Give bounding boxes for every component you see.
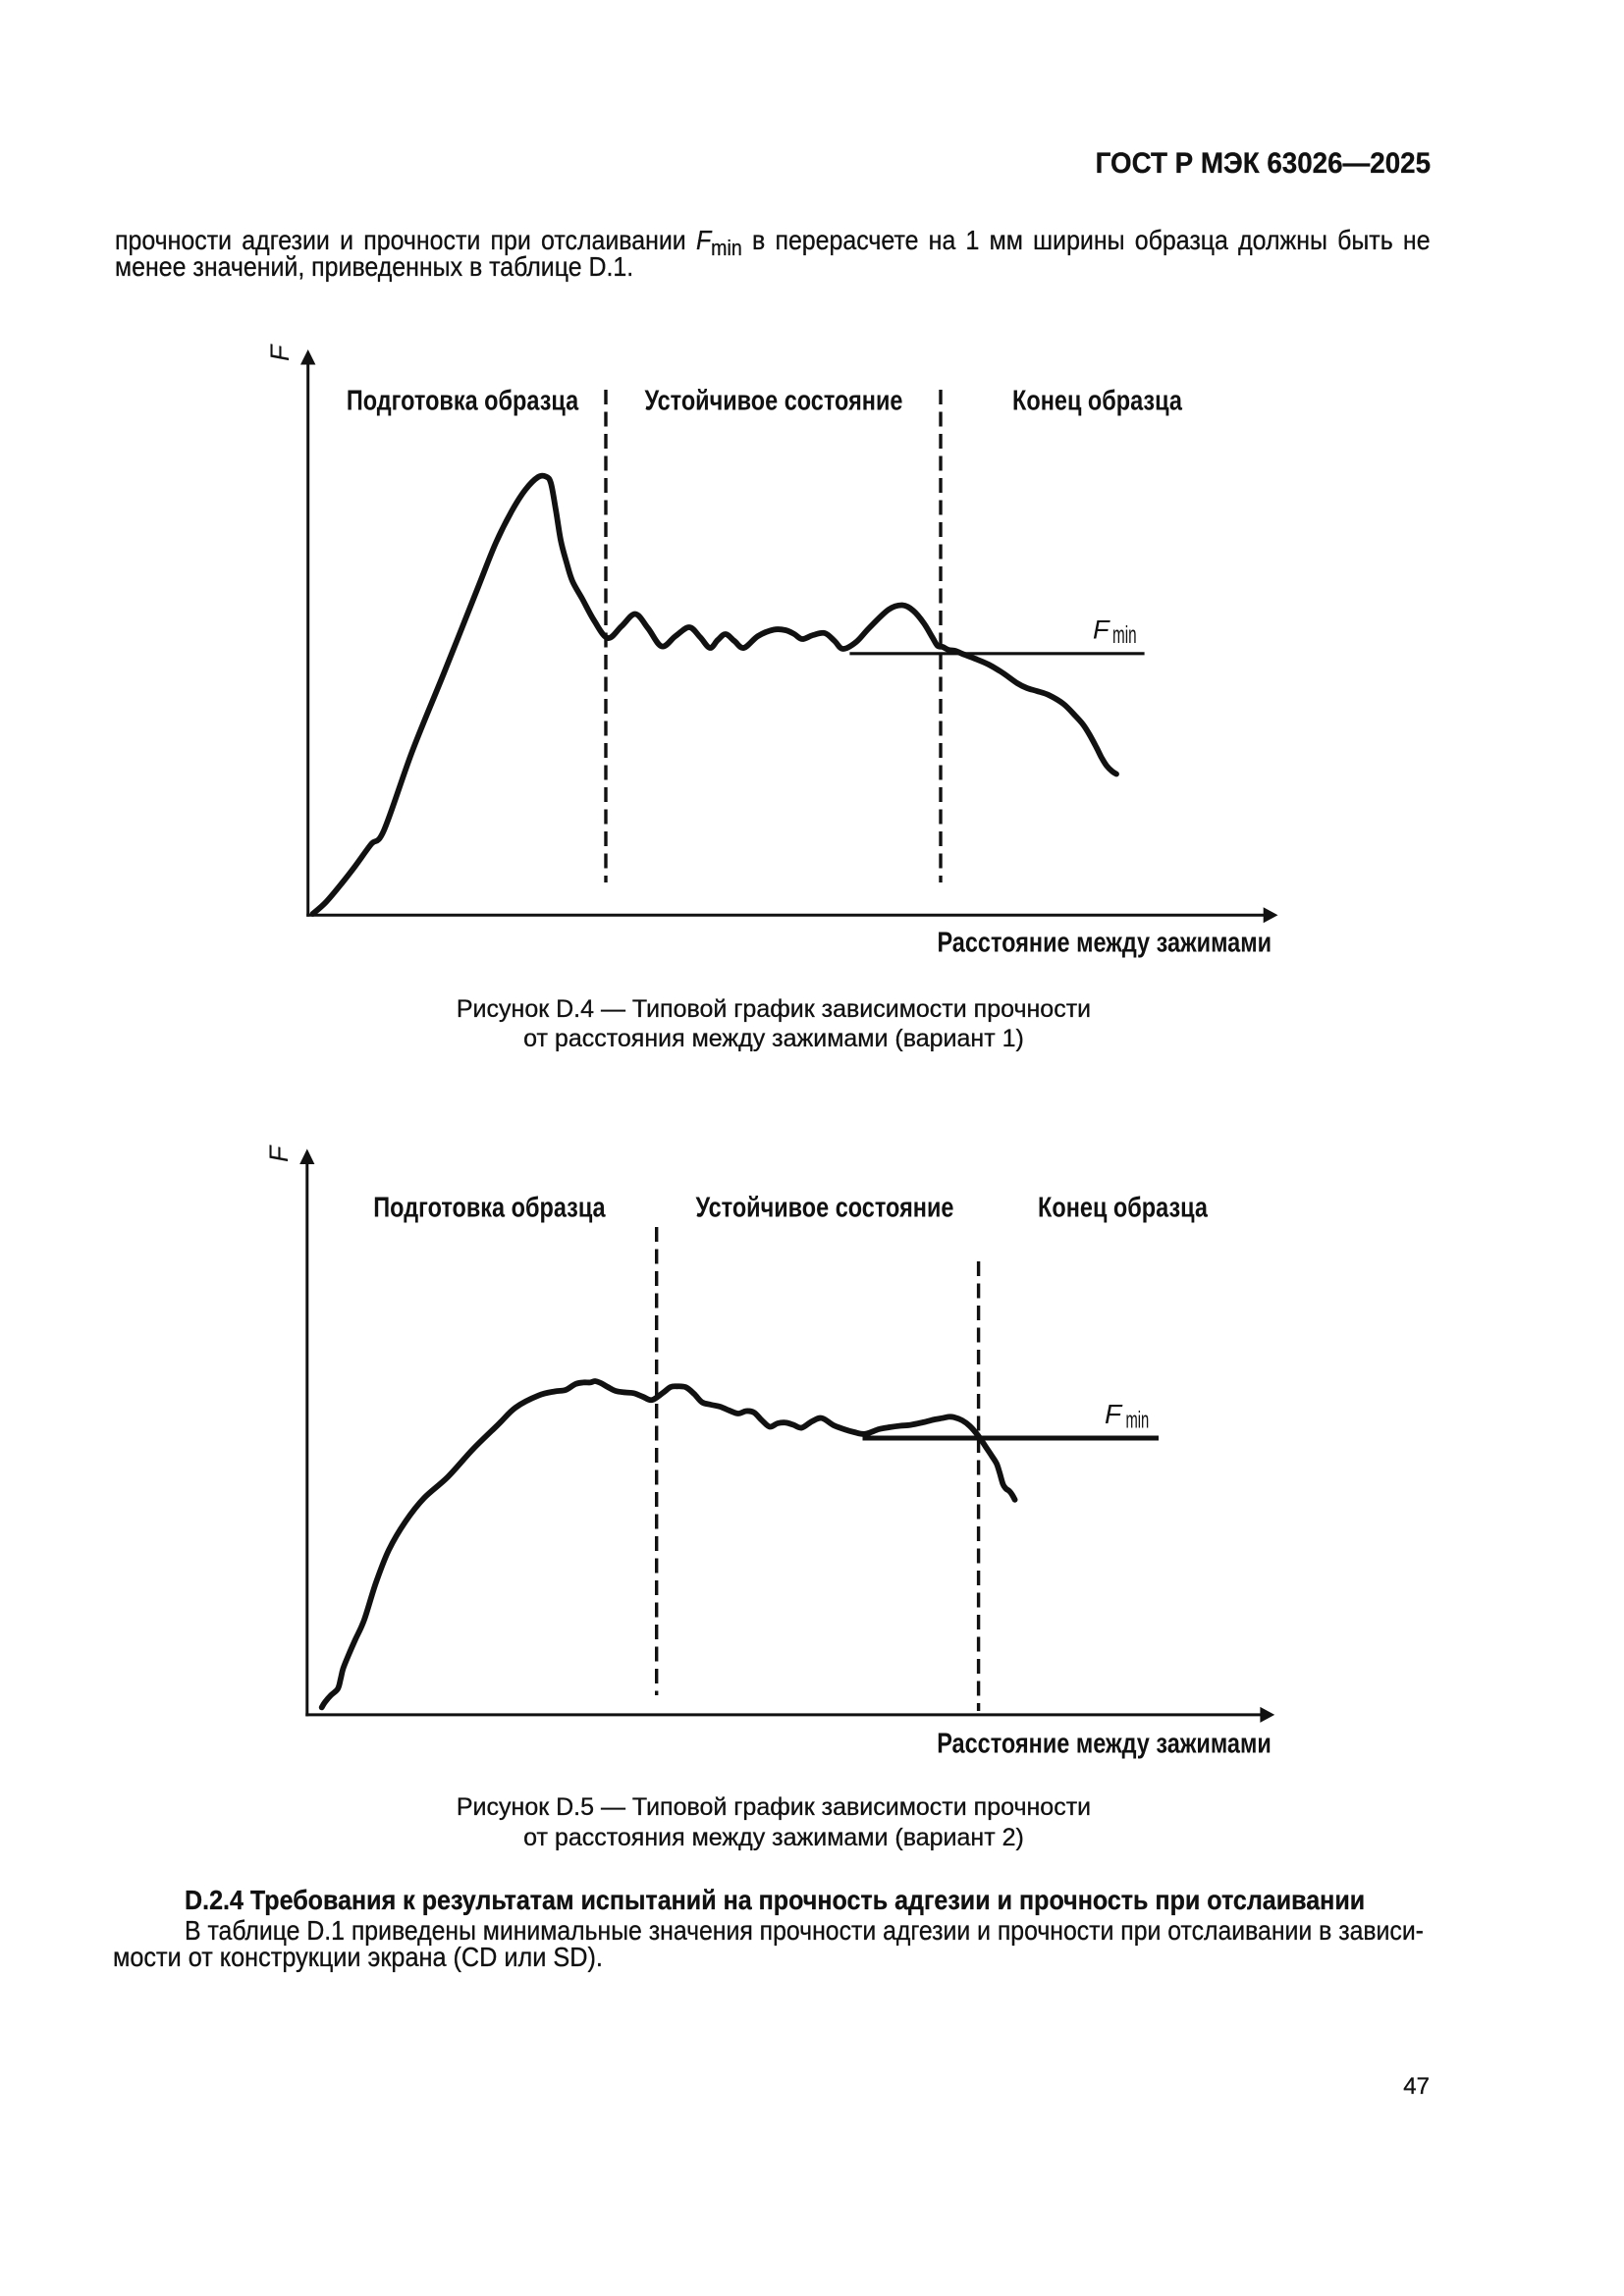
svg-text:min: min	[1126, 1408, 1150, 1434]
svg-text:min: min	[1112, 621, 1137, 649]
svg-text:F: F	[1093, 615, 1110, 645]
svg-text:Конец образца: Конец образца	[1012, 384, 1182, 416]
svg-text:Подготовка образца: Подготовка образца	[373, 1191, 606, 1223]
svg-text:Расстояние между зажимами: Расстояние между зажимами	[937, 1727, 1272, 1759]
svg-text:Конец образца: Конец образца	[1038, 1191, 1208, 1223]
svg-text:F: F	[265, 344, 295, 361]
svg-text:Устойчивое состояние: Устойчивое состояние	[695, 1191, 953, 1223]
svg-text:Устойчивое состояние: Устойчивое состояние	[644, 384, 902, 416]
svg-text:F: F	[264, 1145, 294, 1162]
svg-text:Подготовка образца: Подготовка образца	[347, 384, 579, 416]
svg-text:F: F	[1105, 1399, 1123, 1429]
svg-text:Расстояние между зажимами: Расстояние между зажимами	[937, 926, 1272, 958]
